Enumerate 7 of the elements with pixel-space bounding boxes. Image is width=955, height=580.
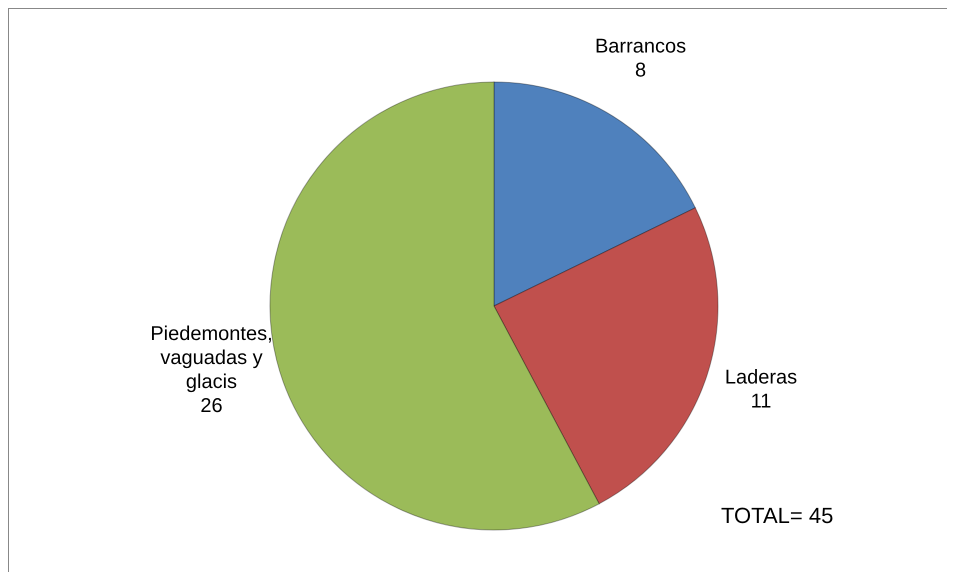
- data-label: 8: [634, 59, 646, 82]
- data-label: 26: [200, 395, 223, 418]
- slice-label: Laderas: [724, 366, 798, 388]
- data-label: 11: [750, 390, 772, 412]
- slice-label: Piedemontes, vaguadas y glacis: [150, 323, 273, 394]
- text: TOTAL= 45: [721, 503, 834, 529]
- slice-label: Barrancos: [594, 35, 686, 58]
